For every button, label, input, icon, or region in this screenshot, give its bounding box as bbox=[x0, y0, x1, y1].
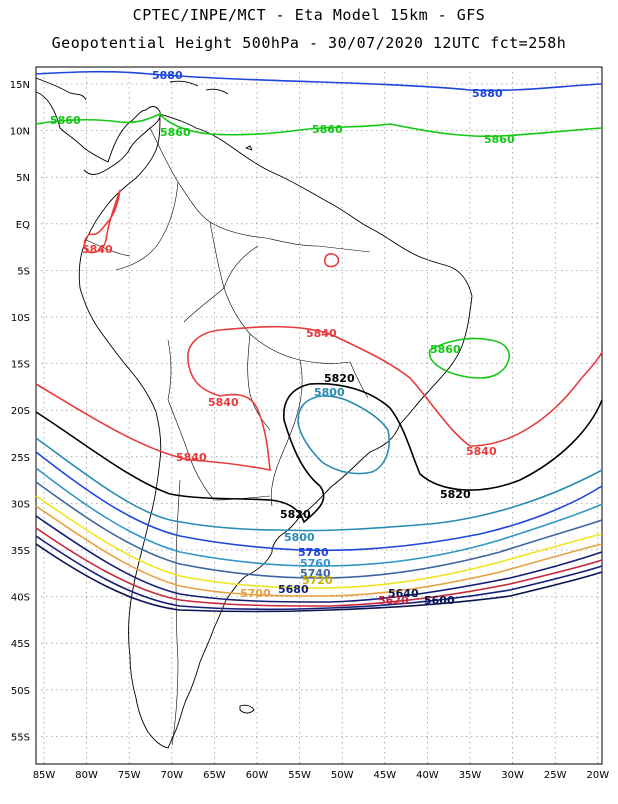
contour-label-5740: 5740 bbox=[300, 567, 331, 580]
contour-label-5600: 5600 bbox=[424, 594, 455, 607]
contour-label-5840: 5840 bbox=[208, 396, 239, 409]
yucatan-coast bbox=[35, 77, 87, 101]
latitude-label: 5N bbox=[16, 173, 30, 184]
latitude-label: 40S bbox=[11, 593, 30, 604]
latitude-label: 15N bbox=[10, 80, 30, 91]
south-america-coast bbox=[78, 113, 473, 749]
contour-label-5880: 5880 bbox=[152, 69, 183, 82]
latitude-label: 45S bbox=[11, 639, 30, 650]
longitude-label: 60W bbox=[246, 770, 269, 781]
contour-5860 bbox=[35, 113, 603, 138]
contour-label-5840: 5840 bbox=[466, 445, 497, 458]
contour-5860-closed bbox=[428, 337, 510, 379]
longitude-label: 80W bbox=[75, 770, 98, 781]
contour-label-5820: 5820 bbox=[280, 508, 311, 521]
contour-5700 bbox=[35, 505, 603, 597]
contour-label-5800: 5800 bbox=[314, 386, 345, 399]
longitude-label: 35W bbox=[459, 770, 482, 781]
latitude-label: EQ bbox=[16, 220, 30, 231]
contour-5760 bbox=[35, 467, 603, 567]
contour-5660 bbox=[35, 527, 603, 607]
latitude-label: 50S bbox=[11, 686, 30, 697]
contour-labels: 5880 5880 5860 5860 5860 5860 5860 5840 … bbox=[50, 69, 515, 607]
latitude-label: 10N bbox=[10, 127, 30, 138]
contour-label-5800: 5800 bbox=[284, 531, 315, 544]
longitude-label: 85W bbox=[33, 770, 56, 781]
contour-5740 bbox=[35, 481, 603, 579]
longitude-label: 50W bbox=[331, 770, 354, 781]
contour-label-5860: 5860 bbox=[484, 133, 515, 146]
longitude-label: 25W bbox=[544, 770, 567, 781]
contour-5600 bbox=[35, 543, 603, 613]
contour-5820 bbox=[35, 382, 603, 524]
contour-5840-andes bbox=[83, 189, 121, 254]
contour-5840-small bbox=[323, 253, 340, 268]
longitude-label: 45W bbox=[373, 770, 396, 781]
contour-label-5760: 5760 bbox=[300, 557, 331, 570]
contour-label-5640: 5640 bbox=[388, 587, 419, 600]
central-america-coast bbox=[35, 91, 161, 175]
country-borders bbox=[85, 127, 371, 746]
falklands bbox=[239, 704, 255, 714]
contour-label-5620: 5620 bbox=[378, 594, 409, 607]
latitude-label: 55S bbox=[11, 732, 30, 743]
contour-5800 bbox=[35, 437, 603, 532]
contour-label-5780: 5780 bbox=[298, 546, 329, 559]
contour-5880 bbox=[35, 70, 603, 92]
longitude-label: 30W bbox=[501, 770, 524, 781]
map-title-line-1: CPTEC/INPE/MCT - Eta Model 15km - GFS bbox=[132, 6, 486, 24]
plot-frame bbox=[35, 66, 603, 765]
caribbean-island-2 bbox=[205, 88, 229, 95]
latitude-label: 5S bbox=[17, 266, 30, 277]
contour-5780 bbox=[35, 451, 603, 552]
contour-label-5680: 5680 bbox=[278, 583, 309, 596]
longitude-label: 55W bbox=[288, 770, 311, 781]
latitude-labels: 15N 10N 5N EQ 5S 10S 15S 20S 25S 30S 35S 40S 45S 50S 5… bbox=[10, 80, 30, 743]
contour-label-5720: 5720 bbox=[302, 574, 333, 587]
contour-label-5860: 5860 bbox=[312, 123, 343, 136]
contour-label-5840: 5840 bbox=[306, 327, 337, 340]
contour-label-5840: 5840 bbox=[82, 243, 113, 256]
longitude-label: 20W bbox=[586, 770, 609, 781]
contour-label-5840: 5840 bbox=[176, 451, 207, 464]
longitude-label: 40W bbox=[416, 770, 439, 781]
contour-label-5860: 5860 bbox=[160, 126, 191, 139]
latitude-label: 35S bbox=[11, 546, 30, 557]
contour-label-5880: 5880 bbox=[472, 87, 503, 100]
longitude-label: 70W bbox=[160, 770, 183, 781]
latitude-label: 30S bbox=[11, 499, 30, 510]
latitude-label: 15S bbox=[11, 360, 30, 371]
contour-5640 bbox=[35, 535, 603, 611]
longitude-labels: 85W 80W 75W 70W 65W 60W 55W 50W 45W 40W 35W 30W 25W 2… bbox=[33, 770, 610, 781]
longitude-label: 75W bbox=[118, 770, 141, 781]
trinidad bbox=[245, 145, 253, 151]
contours bbox=[35, 70, 603, 613]
caribbean-island-1 bbox=[169, 80, 199, 87]
latitude-label: 10S bbox=[11, 313, 30, 324]
contour-label-5860: 5860 bbox=[430, 343, 461, 356]
map-title-line-2: Geopotential Height 500hPa - 30/07/2020 … bbox=[51, 34, 567, 52]
contour-label-5700: 5700 bbox=[240, 587, 271, 600]
longitude-label: 65W bbox=[203, 770, 226, 781]
contour-5720 bbox=[35, 495, 603, 589]
contour-5680 bbox=[35, 515, 603, 603]
contour-label-5820: 5820 bbox=[324, 372, 355, 385]
latitude-label: 25S bbox=[11, 453, 30, 464]
contour-5800-closed bbox=[297, 395, 390, 475]
latitude-label: 20S bbox=[11, 406, 30, 417]
contour-label-5860: 5860 bbox=[50, 114, 81, 127]
contour-5840 bbox=[35, 325, 603, 471]
coastlines bbox=[35, 77, 473, 749]
contour-label-5820: 5820 bbox=[440, 488, 471, 501]
